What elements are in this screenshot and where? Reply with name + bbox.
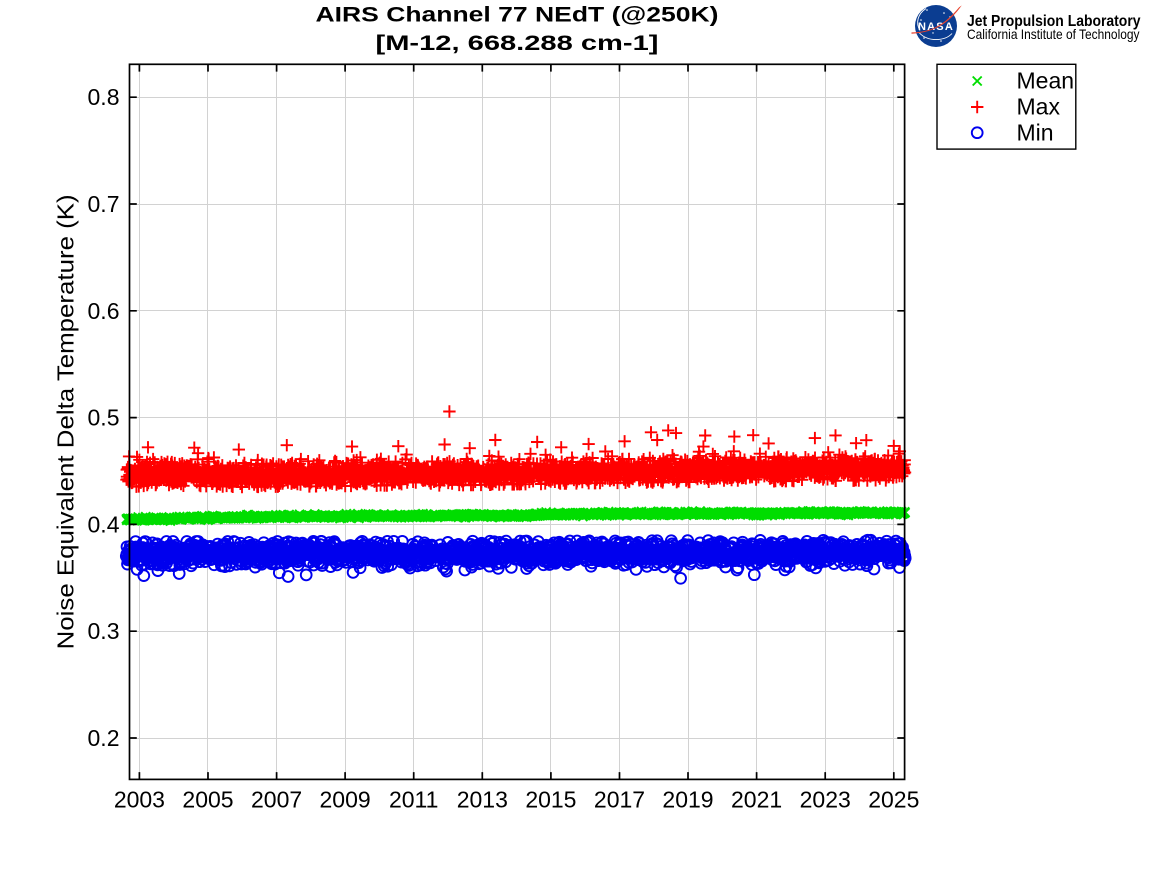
svg-text:AIRS Channel 77 NEdT (@250K): AIRS Channel 77 NEdT (@250K) — [316, 4, 719, 27]
svg-text:[M-12, 668.288 cm-1]: [M-12, 668.288 cm-1] — [376, 32, 659, 55]
svg-text:Max: Max — [1017, 94, 1061, 120]
svg-text:2013: 2013 — [457, 787, 508, 813]
svg-text:2025: 2025 — [868, 787, 919, 813]
svg-text:0.8: 0.8 — [88, 84, 120, 110]
svg-text:0.4: 0.4 — [88, 511, 120, 537]
svg-text:2007: 2007 — [251, 787, 302, 813]
svg-text:California Institute of Techno: California Institute of Technology — [967, 26, 1140, 42]
svg-text:Noise Equivalent Delta Tempera: Noise Equivalent Delta Temperature (K) — [53, 194, 79, 649]
svg-text:0.7: 0.7 — [88, 191, 120, 217]
svg-text:0.6: 0.6 — [88, 298, 120, 324]
svg-text:NASA: NASA — [918, 21, 954, 33]
svg-text:2003: 2003 — [114, 787, 165, 813]
svg-text:2017: 2017 — [594, 787, 645, 813]
svg-text:Min: Min — [1017, 120, 1054, 146]
svg-text:2015: 2015 — [525, 787, 576, 813]
svg-text:2009: 2009 — [320, 787, 371, 813]
svg-text:2011: 2011 — [389, 787, 438, 813]
svg-text:0.2: 0.2 — [88, 725, 120, 751]
svg-text:2005: 2005 — [182, 787, 233, 813]
svg-text:2019: 2019 — [662, 787, 713, 813]
svg-text:0.3: 0.3 — [88, 618, 120, 644]
svg-text:0.5: 0.5 — [88, 405, 120, 431]
svg-text:Jet Propulsion Laboratory: Jet Propulsion Laboratory — [967, 13, 1141, 30]
svg-text:2023: 2023 — [800, 787, 851, 813]
svg-text:Mean: Mean — [1017, 68, 1075, 94]
svg-text:2021: 2021 — [731, 787, 782, 813]
